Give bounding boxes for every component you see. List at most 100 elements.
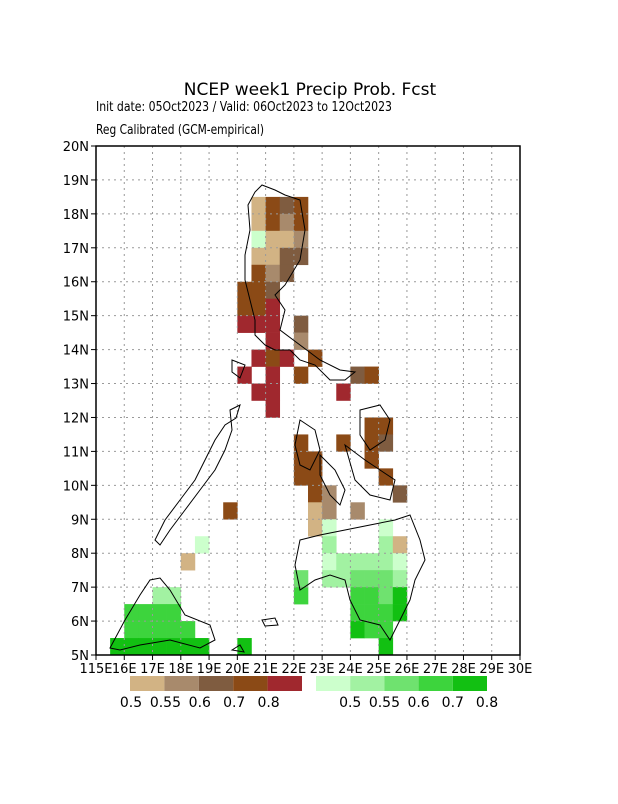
- cell: [138, 638, 153, 656]
- y-tick-label: 18N: [63, 208, 89, 223]
- legend-label: 0.55: [150, 695, 181, 711]
- legend-label: 0.5: [120, 695, 142, 711]
- cell: [279, 349, 295, 367]
- cell: [364, 417, 379, 435]
- cell: [364, 570, 379, 588]
- cell: [265, 400, 281, 418]
- cell: [265, 349, 281, 367]
- legend-swatch: [233, 676, 268, 691]
- cell: [364, 553, 379, 571]
- x-tick-label: 24E: [338, 662, 363, 677]
- cell: [392, 485, 408, 503]
- cell: [392, 553, 408, 571]
- cell: [322, 570, 337, 588]
- cell: [279, 230, 295, 249]
- legend-label: 0.6: [407, 695, 429, 711]
- cell: [180, 553, 196, 571]
- x-tick-label: 30E: [508, 662, 533, 677]
- cell: [364, 604, 379, 622]
- cell: [251, 298, 266, 316]
- y-tick-label: 9N: [71, 513, 89, 528]
- cell: [322, 553, 337, 571]
- y-tick-label: 15N: [63, 310, 89, 325]
- x-tick-label: 27E: [423, 662, 448, 677]
- cell: [378, 519, 394, 537]
- method-label: Reg Calibrated (GCM-empirical): [96, 123, 264, 138]
- cell: [392, 587, 408, 605]
- legend-label: 0.5: [339, 695, 361, 711]
- cell: [251, 349, 266, 367]
- cell: [378, 468, 394, 486]
- grid: [96, 146, 520, 655]
- cell: [265, 383, 281, 401]
- cell: [293, 332, 309, 350]
- cell: [251, 383, 266, 401]
- cell: [223, 502, 238, 520]
- cell: [152, 604, 167, 622]
- cell: [378, 536, 394, 554]
- x-tick-label: 17E: [140, 662, 165, 677]
- y-tick-label: 7N: [71, 581, 89, 596]
- legend-label: 0.8: [257, 695, 279, 711]
- map-frame: [95, 145, 521, 656]
- y-tick-label: 14N: [63, 344, 89, 359]
- y-tick-label: 5N: [71, 649, 89, 664]
- cell: [322, 536, 337, 554]
- cell: [166, 604, 182, 622]
- legend-swatch: [164, 676, 199, 691]
- legend: 0.5 0.55 0.6 0.7 0.8 0.5 0.55 0.6 0.7 0.8: [120, 676, 498, 711]
- cell: [251, 315, 266, 333]
- legend-label: 0.7: [223, 695, 245, 711]
- cell: [350, 604, 365, 622]
- cell: [265, 264, 281, 283]
- x-tick-label: 29E: [479, 662, 504, 677]
- legend-swatch: [198, 676, 234, 691]
- cell: [336, 383, 351, 401]
- cell: [265, 230, 281, 249]
- cell: [251, 196, 266, 215]
- cell: [293, 468, 309, 486]
- y-tick-label: 20N: [63, 140, 89, 155]
- y-tick-label: 19N: [63, 174, 89, 189]
- legend-swatch: [350, 676, 385, 691]
- x-tick-label: 16E: [112, 662, 137, 677]
- cell: [265, 281, 281, 299]
- cell: [237, 366, 252, 384]
- cell: [350, 570, 365, 588]
- cell: [350, 553, 365, 571]
- cell: [124, 621, 139, 639]
- cell: [279, 247, 295, 266]
- cell: [124, 604, 139, 622]
- legend-swatch: [267, 676, 302, 691]
- cell: [378, 434, 394, 452]
- cell: [180, 638, 196, 656]
- y-tick-label: 12N: [63, 411, 89, 426]
- y-tick-label: 10N: [63, 479, 89, 494]
- cell: [392, 604, 408, 622]
- axis-ticks: 115E 16E 17E 18E 19E 20E 21E 22E 23E 24E 25E 26E 27E…: [63, 140, 533, 677]
- cell: [251, 230, 266, 249]
- cell: [350, 587, 365, 605]
- y-tick-label: 11N: [63, 445, 89, 460]
- legend-swatch: [418, 676, 453, 691]
- cell: [265, 196, 281, 215]
- cell: [279, 213, 295, 232]
- cell: [251, 281, 266, 299]
- x-tick-label: 23E: [310, 662, 335, 677]
- cell: [364, 451, 379, 469]
- cell: [336, 434, 351, 452]
- legend-swatch: [384, 676, 419, 691]
- cell: [378, 621, 394, 639]
- cell: [293, 366, 309, 384]
- cell: [265, 298, 281, 316]
- x-tick-label: 22E: [281, 662, 306, 677]
- y-tick-label: 17N: [63, 242, 89, 257]
- cell: [350, 366, 365, 384]
- cell: [308, 485, 323, 503]
- x-tick-label: 18E: [168, 662, 193, 677]
- legend-swatch: [130, 676, 165, 691]
- cell: [251, 213, 266, 232]
- cell: [364, 621, 379, 639]
- probability-cells: [110, 196, 408, 656]
- cell: [152, 587, 167, 605]
